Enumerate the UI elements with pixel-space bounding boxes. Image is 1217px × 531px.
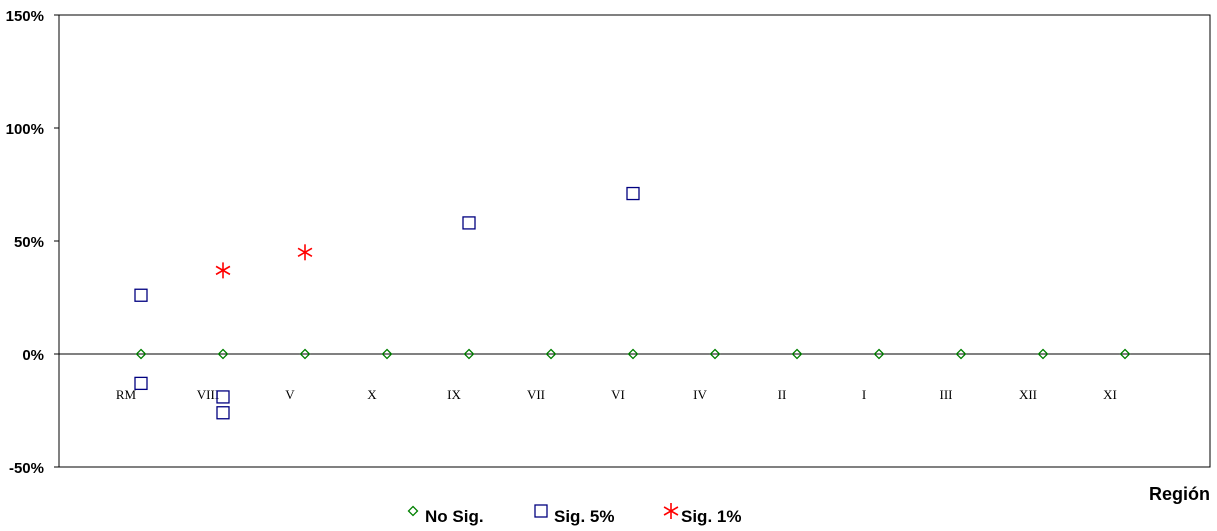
plot-area [58,14,1211,468]
point-diamond-x [381,348,393,360]
point-diamond-vi [627,348,639,360]
legend-label: No Sig. [425,507,484,526]
y-axis: -50% 0% 50% 100% 150% [6,8,59,477]
legend-marker-square [534,504,548,518]
y-tick-label: 100% [6,121,44,138]
point-diamond-ix [463,348,475,360]
point-diamond-rm [135,348,147,360]
y-tick-label: 0% [22,347,44,364]
x-tick-label: IX [447,387,461,402]
asterisk-stroke [663,506,679,516]
x-tick-label: XI [1103,387,1117,402]
legend-label: Sig. 5% [554,507,614,526]
x-tick-label: VIII [197,387,219,402]
point-square-viii [216,390,230,404]
point-square-rm [134,288,148,302]
x-axis-tick-labels: RM VIII V X IX VII VI IV II I III XII XI [116,387,1117,402]
point-square-vi [626,186,640,201]
data-points [134,186,1131,420]
point-asterisk-v [297,244,313,261]
legend-marker-asterisk [663,503,679,519]
point-diamond-xi [1119,348,1131,360]
y-tick-label: 150% [6,8,44,25]
y-tick-label: 50% [14,234,44,251]
x-tick-label: V [285,387,295,402]
x-tick-label: I [862,387,866,402]
x-axis-label: Región [1149,484,1210,504]
point-diamond-vii [545,348,557,360]
x-tick-label: IV [693,387,707,402]
legend-item: No Sig. [407,505,484,526]
x-tick-label: III [940,387,953,402]
point-diamond-viii [217,348,229,360]
point-square-viii [216,406,230,420]
asterisk-stroke [297,247,313,257]
point-square-rm [134,376,148,391]
x-tick-label: VI [611,387,625,402]
point-diamond-ii [791,348,803,360]
legend-label: Sig. 1% [681,507,741,526]
point-square-ix [462,216,476,230]
legend-item: Sig. 5% [534,504,614,526]
point-diamond-iii [955,348,967,360]
x-tick-label: VII [527,387,545,402]
point-diamond-xii [1037,348,1049,360]
y-tick-label: -50% [9,460,44,477]
x-tick-label: X [367,387,377,402]
legend-marker-diamond [407,505,419,517]
legend: No Sig. Sig. 5% Sig. 1% [407,503,741,526]
point-asterisk-viii [215,262,231,279]
point-diamond-iv [709,348,721,360]
legend-item: Sig. 1% [663,503,741,526]
x-tick-label: II [778,387,787,402]
asterisk-stroke [215,265,231,276]
x-tick-label: XII [1019,387,1037,402]
point-diamond-v [299,348,311,360]
x-tick-label: RM [116,387,137,402]
point-diamond-i [873,348,885,360]
